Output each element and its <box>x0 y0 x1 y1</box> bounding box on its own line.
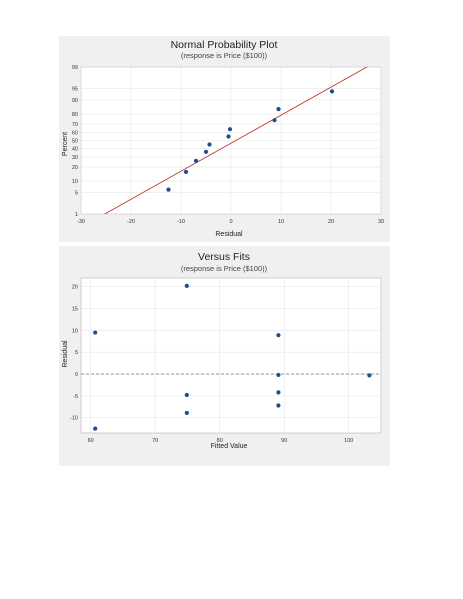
data-point <box>276 390 281 395</box>
y-tick-label: 95 <box>72 87 78 93</box>
x-tick-label: 70 <box>152 438 158 444</box>
data-point <box>329 89 335 94</box>
x-tick-label: 20 <box>328 219 334 225</box>
plot-area: 60 70 80 90 100 20 15 10 5 0 -5 -10 <box>70 277 382 444</box>
y-tick-label: 10 <box>72 179 78 185</box>
data-point <box>203 149 209 154</box>
data-point <box>276 106 281 112</box>
x-tick-label: 60 <box>88 438 94 444</box>
normal-probability-plot-panel: Normal Probability Plot (response is Pri… <box>59 36 390 242</box>
y-tick-label: 30 <box>72 155 78 161</box>
x-tick-label: -10 <box>177 219 185 225</box>
data-point <box>227 127 233 132</box>
x-tick-label: 30 <box>378 219 384 225</box>
y-tick-label: 5 <box>75 190 78 196</box>
x-tick-label: 90 <box>281 438 287 444</box>
data-point <box>276 333 281 338</box>
chart-title: Normal Probability Plot <box>171 39 278 51</box>
y-tick-label: 60 <box>72 130 78 136</box>
y-tick-label: 99 <box>72 65 78 71</box>
x-axis-label: Fitted Value <box>211 443 248 450</box>
y-tick-label: -5 <box>73 394 78 400</box>
plot-frame <box>80 277 382 434</box>
y-tick-label: 5 <box>75 350 78 356</box>
x-tick-label: 10 <box>278 219 284 225</box>
data-point <box>93 426 98 431</box>
y-tick-label: 50 <box>72 139 78 145</box>
y-axis-label: Residual <box>62 340 69 368</box>
data-point <box>207 142 212 147</box>
y-tick-label: 20 <box>72 165 78 171</box>
chart-subtitle: (response is Price ($100)) <box>181 264 268 273</box>
chart-title: Versus Fits <box>198 251 250 263</box>
y-axis-label: Percent <box>62 132 69 156</box>
y-tick-label: 40 <box>72 147 78 153</box>
normal-probability-plot: Normal Probability Plot (response is Pri… <box>62 39 384 238</box>
x-tick-label: -30 <box>77 219 85 225</box>
data-point <box>226 134 231 139</box>
fit-line <box>103 67 368 214</box>
x-tick-label: 100 <box>344 438 353 444</box>
data-point <box>184 410 189 416</box>
chart-subtitle: (response is Price ($100)) <box>181 51 268 60</box>
x-tick-label: 0 <box>229 219 232 225</box>
data-point <box>93 330 98 335</box>
x-axis-label: Residual <box>215 231 243 238</box>
data-point <box>166 187 171 192</box>
x-tick-label: -20 <box>127 219 135 225</box>
y-tick-label: 1 <box>75 212 78 218</box>
y-tick-label: 70 <box>72 122 78 128</box>
y-tick-label: 80 <box>72 112 78 118</box>
y-tick-label: 0 <box>75 372 78 378</box>
versus-fits-panel: Versus Fits (response is Price ($100)) F… <box>59 246 390 466</box>
versus-fits-plot: Versus Fits (response is Price ($100)) F… <box>62 251 382 450</box>
plot-area: -30 -20 -10 0 10 20 30 1 5 10 20 30 40 50 60 70 80 90 95 99 <box>72 65 384 225</box>
y-tick-label: 10 <box>72 328 78 334</box>
data-point <box>184 392 189 398</box>
data-point <box>367 373 372 378</box>
y-tick-label: -10 <box>70 416 78 422</box>
x-tick-label: 80 <box>217 438 223 444</box>
y-tick-label: 15 <box>72 307 78 313</box>
y-tick-label: 90 <box>72 98 78 104</box>
y-tick-label: 20 <box>72 285 78 291</box>
data-point <box>183 169 189 175</box>
data-point <box>184 283 189 288</box>
data-point <box>272 118 277 123</box>
data-point <box>276 372 281 378</box>
data-point <box>276 403 281 408</box>
data-point <box>193 158 199 163</box>
